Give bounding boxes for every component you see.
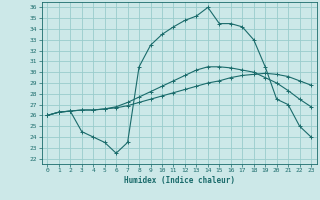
X-axis label: Humidex (Indice chaleur): Humidex (Indice chaleur) [124,176,235,185]
